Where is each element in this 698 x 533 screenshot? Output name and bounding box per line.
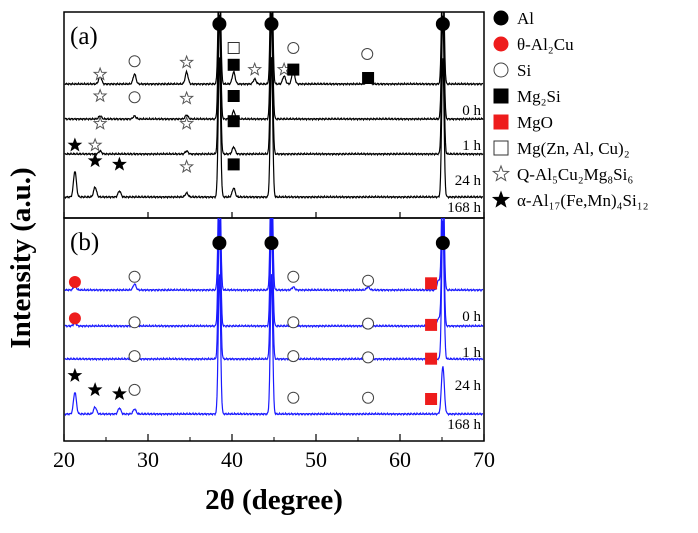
legend: Al θ-Al₂Cu Si Mg₂Si MgO Mg(Zn, Al, Cu)₂ Q-Al₅C… <box>491 9 649 210</box>
marker-Si <box>287 391 300 404</box>
panel-label: (b) <box>70 229 99 256</box>
marker-alphaAl17FeMn4Si12 <box>112 386 127 401</box>
trace-1h <box>64 12 484 122</box>
marker-Mg2Si <box>287 63 300 76</box>
x-axis: 20 30 40 50 60 70 <box>53 212 495 472</box>
marker-QAl5Cu2Mg8Si6 <box>179 90 195 105</box>
marker-QAl5Cu2Mg8Si6 <box>92 66 108 81</box>
marker-Si <box>128 270 141 283</box>
marker-QAl5Cu2Mg8Si6 <box>179 159 195 174</box>
x-tick-label: 20 <box>53 447 75 472</box>
legend-symbol-QAl5Cu2Mg8Si6 <box>491 164 511 182</box>
legend-symbol-thetaAl2Cu <box>493 36 509 52</box>
trace-168h <box>64 274 483 417</box>
trace-0h <box>64 218 484 293</box>
marker-Mg2Si <box>227 158 240 171</box>
marker-Mg2Si <box>227 90 240 102</box>
x-tick-label: 60 <box>389 447 411 472</box>
marker-Si <box>361 48 374 60</box>
marker-alphaAl17FeMn4Si12 <box>87 382 103 397</box>
legend-symbol-Mg2Si <box>493 88 509 104</box>
marker-alphaAl17FeMn4Si12 <box>67 137 83 152</box>
marker-QAl5Cu2Mg8Si6 <box>179 115 195 130</box>
marker-thetaAl2Cu <box>68 312 81 325</box>
marker-Si <box>362 317 375 330</box>
trace-0h <box>64 12 484 87</box>
time-label: 168 h <box>447 200 481 216</box>
legend-symbol-MgZnAlCu2 <box>493 140 509 156</box>
legend-label: Al <box>517 9 534 28</box>
marker-Mg2Si <box>227 58 240 71</box>
time-label: 0 h <box>462 309 481 325</box>
time-label: 0 h <box>462 103 481 119</box>
legend-label: θ-Al₂Cu <box>517 35 574 54</box>
x-tick-label: 30 <box>137 447 159 472</box>
panel-b: (b) 0 h 1 h 24 h 168 h <box>63 217 485 442</box>
marker-QAl5Cu2Mg8Si6 <box>92 88 108 103</box>
marker-QAl5Cu2Mg8Si6 <box>87 137 103 152</box>
legend-label: α-Al₁₇(Fe,Mn)₄Si₁₂ <box>517 191 649 210</box>
marker-Si <box>128 350 141 363</box>
marker-thetaAl2Cu <box>68 276 81 288</box>
legend-label: Q-Al₅Cu₂Mg₈Si₆ <box>517 165 633 184</box>
marker-Al <box>212 17 227 31</box>
time-label: 168 h <box>447 417 481 433</box>
time-label: 24 h <box>455 173 482 189</box>
time-label: 1 h <box>462 138 481 154</box>
x-tick-label: 70 <box>473 447 495 472</box>
marker-Mg2Si <box>227 115 240 128</box>
marker-QAl5Cu2Mg8Si6 <box>92 115 108 130</box>
legend-label: Si <box>517 61 531 80</box>
x-tick-label: 50 <box>305 447 327 472</box>
marker-Si <box>287 316 300 329</box>
marker-QAl5Cu2Mg8Si6 <box>179 54 195 69</box>
marker-Mg2Si <box>362 72 375 84</box>
legend-symbol-MgO <box>493 114 509 130</box>
marker-Al <box>264 17 279 31</box>
marker-Al <box>264 236 279 250</box>
legend-label: MgO <box>517 113 553 132</box>
legend-symbol-Al <box>493 10 509 26</box>
marker-MgO <box>425 352 438 365</box>
marker-Si <box>128 316 141 329</box>
marker-Si <box>128 383 141 396</box>
marker-MgZnAlCu2 <box>227 42 240 54</box>
legend-symbol-Si <box>493 62 509 78</box>
x-axis-label: 2θ (degree) <box>205 484 343 516</box>
marker-Si <box>128 55 141 68</box>
marker-alphaAl17FeMn4Si12 <box>67 367 83 382</box>
legend-label: Mg₂Si <box>517 87 561 106</box>
marker-Si <box>362 391 375 404</box>
time-label: 24 h <box>455 378 482 394</box>
marker-Al <box>212 236 227 250</box>
time-label: 1 h <box>462 345 481 361</box>
marker-Si <box>287 42 300 54</box>
trace-24h <box>64 13 484 157</box>
y-axis-label: Intensity (a.u.) <box>5 167 37 348</box>
legend-label: Mg(Zn, Al, Cu)₂ <box>517 139 630 158</box>
panel-label: (a) <box>70 23 98 50</box>
marker-MgO <box>425 318 438 331</box>
marker-Si <box>362 274 375 287</box>
legend-symbol-alphaAl17FeMn4Si12 <box>491 190 511 208</box>
marker-Si <box>128 91 141 104</box>
marker-Si <box>362 351 375 364</box>
marker-Si <box>287 350 300 363</box>
marker-QAl5Cu2Mg8Si6 <box>247 61 263 76</box>
trace-168h <box>64 57 483 200</box>
marker-alphaAl17FeMn4Si12 <box>87 153 103 168</box>
panel-a: (a) 0 h 1 h 24 h 168 h <box>63 11 485 219</box>
marker-alphaAl17FeMn4Si12 <box>112 156 127 171</box>
marker-MgO <box>425 277 438 290</box>
x-tick-label: 40 <box>221 447 243 472</box>
marker-Al <box>435 17 450 31</box>
marker-Al <box>435 236 450 250</box>
marker-MgO <box>425 393 438 405</box>
marker-Si <box>287 270 300 283</box>
